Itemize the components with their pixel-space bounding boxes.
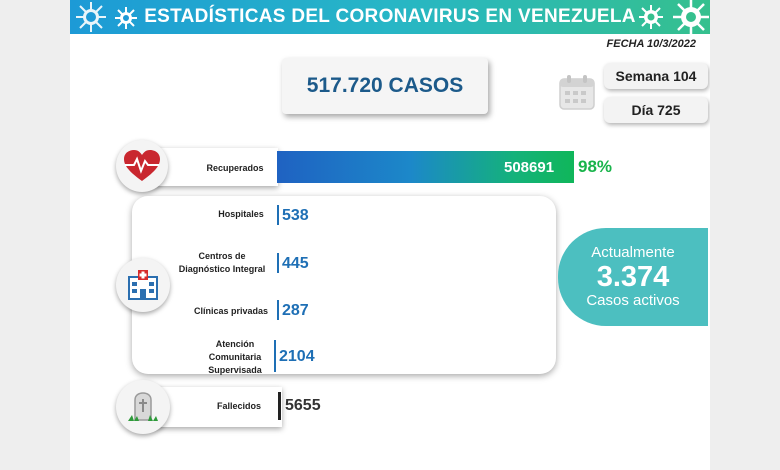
care-bar-hospitals [277,205,279,225]
deaths-bar [278,392,281,420]
total-cases-value: 517.720 CASOS [306,74,464,97]
virus-icon [639,5,663,29]
care-value-community: 2104 [279,348,315,365]
tombstone-icon [128,392,158,421]
recovered-bar [277,151,574,183]
care-bar-clinics [277,300,279,320]
active-cases-value: 3.374 [596,261,670,293]
report-date: FECHA 10/3/2022 [606,38,696,50]
deaths-value: 5655 [285,397,321,414]
virus-icon [76,2,106,32]
care-value-cdi: 445 [282,255,309,272]
care-bar-cdi [277,253,279,273]
active-cases-caption-bottom: Casos activos [586,292,680,309]
week-pill: Semana 104 [604,63,708,89]
active-cases-badge: Actualmente 3.374 Casos activos [558,228,708,326]
deaths-label: Fallecidos [216,401,261,411]
header-banner: ESTADÍSTICAS DEL CORONAVIRUS EN VENEZUEL… [70,0,710,35]
care-label-hospitals: Hospitales [218,209,264,219]
care-value-clinics: 287 [282,302,309,319]
week-label: Semana 104 [615,68,697,84]
recovered-percent: 98% [578,157,613,176]
calendar-icon [559,75,595,110]
virus-icon [115,7,137,29]
heart-pulse-icon [124,150,160,181]
page-title: ESTADÍSTICAS DEL CORONAVIRUS EN VENEZUEL… [144,6,636,27]
care-icon-circle [116,258,170,312]
care-bar-community [274,340,276,372]
care-label-clinics: Clínicas privadas [193,306,269,316]
day-label: Día 725 [631,102,681,118]
recovered-label: Recuperados [206,163,264,173]
care-panel [132,196,556,374]
infographic-card: ESTADÍSTICAS DEL CORONAVIRUS EN VENEZUEL… [70,0,710,470]
care-label-cdi: Centros de Diagnóstico Integral [178,251,266,274]
day-pill: Día 725 [604,97,708,123]
recovered-value: 508691 [504,159,555,176]
active-cases-caption-top: Actualmente [591,244,675,261]
deaths-icon-circle [116,380,170,434]
hospital-icon [128,270,158,300]
care-label-community: Atención Comunitaria Supervisada [208,339,262,375]
care-value-hospitals: 538 [282,207,309,224]
total-cases-box: 517.720 CASOS [282,58,488,114]
recovered-icon-circle [116,140,168,192]
virus-icon [673,0,709,35]
